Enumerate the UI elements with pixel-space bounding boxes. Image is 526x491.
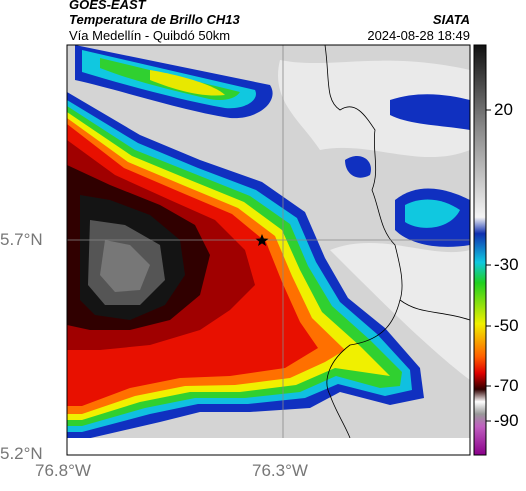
- product-title: Temperatura de Brillo CH13: [69, 12, 240, 27]
- colorbar-label: 20: [494, 100, 513, 119]
- colorbar-ticks: [486, 109, 491, 422]
- colorbar-label: -50: [494, 316, 519, 335]
- timestamp: 2024-08-28 18:49: [367, 28, 470, 43]
- location-star: [255, 234, 269, 246]
- agency: SIATA: [432, 12, 470, 27]
- colorbar-label: -70: [494, 376, 519, 395]
- colorbar-label: -90: [494, 411, 519, 430]
- lon-label: 76.8°W: [35, 461, 91, 480]
- satellite-name: GOES-EAST: [69, 0, 146, 12]
- lat-label: 5.7°N: [0, 230, 43, 249]
- lon-label: 76.3°W: [252, 461, 308, 480]
- colorbar-label: -30: [494, 255, 519, 274]
- lat-label: 5.2°N: [0, 444, 43, 463]
- region: Vía Medellín - Quibdó 50km: [69, 28, 231, 43]
- map-image: [67, 45, 470, 438]
- colorbar: [473, 44, 487, 456]
